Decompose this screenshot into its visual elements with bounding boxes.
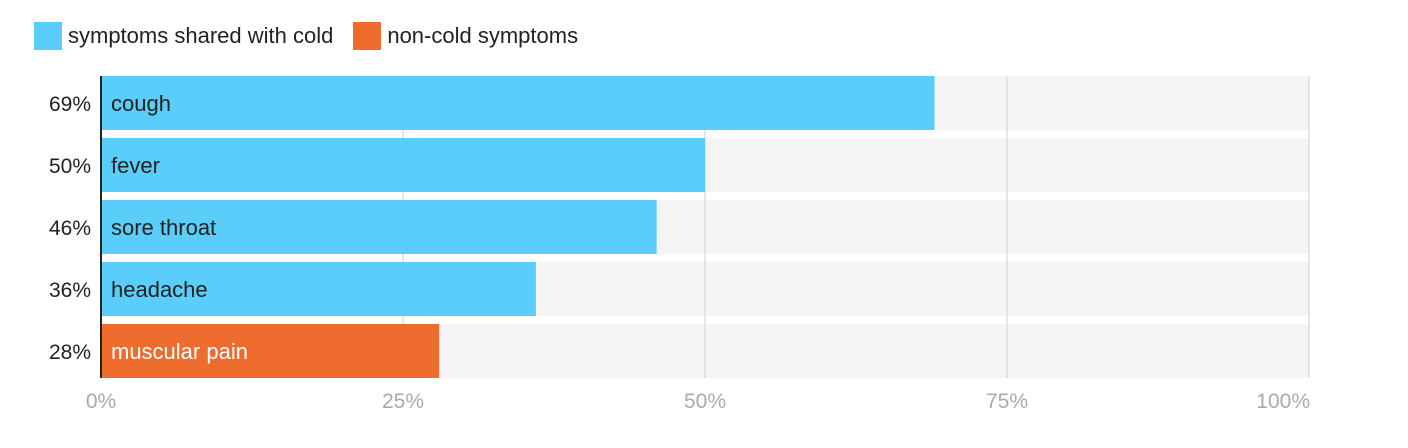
bar (101, 200, 657, 254)
legend-label-non-cold: non-cold symptoms (387, 23, 579, 48)
x-tick-label: 25% (382, 390, 424, 413)
legend-swatch-non-cold (353, 22, 382, 50)
value-label: 50% (49, 155, 91, 178)
legend-item-shared: symptoms shared with cold (34, 22, 333, 50)
value-label: 69% (49, 93, 91, 116)
x-tick-label: 50% (684, 390, 726, 413)
value-label: 28% (49, 341, 91, 364)
value-label: 36% (49, 279, 91, 302)
x-tick-label: 100% (1256, 390, 1310, 413)
x-tick-label: 75% (986, 390, 1028, 413)
bar (101, 262, 536, 316)
bar (101, 76, 935, 130)
chart-legend: symptoms shared with cold non-cold sympt… (34, 22, 598, 50)
legend-item-non-cold: non-cold symptoms (353, 22, 578, 50)
legend-label-shared: symptoms shared with cold (68, 23, 334, 48)
bar-label: cough (111, 91, 171, 116)
value-label: 46% (49, 217, 91, 240)
bar (101, 138, 705, 192)
bar-label: headache (111, 277, 208, 302)
legend-swatch-shared (34, 22, 62, 50)
bar (101, 324, 440, 378)
bar-label: muscular pain (111, 339, 248, 364)
bar-label: fever (111, 153, 160, 178)
bar-label: sore throat (111, 215, 216, 240)
x-tick-label: 0% (86, 390, 116, 413)
